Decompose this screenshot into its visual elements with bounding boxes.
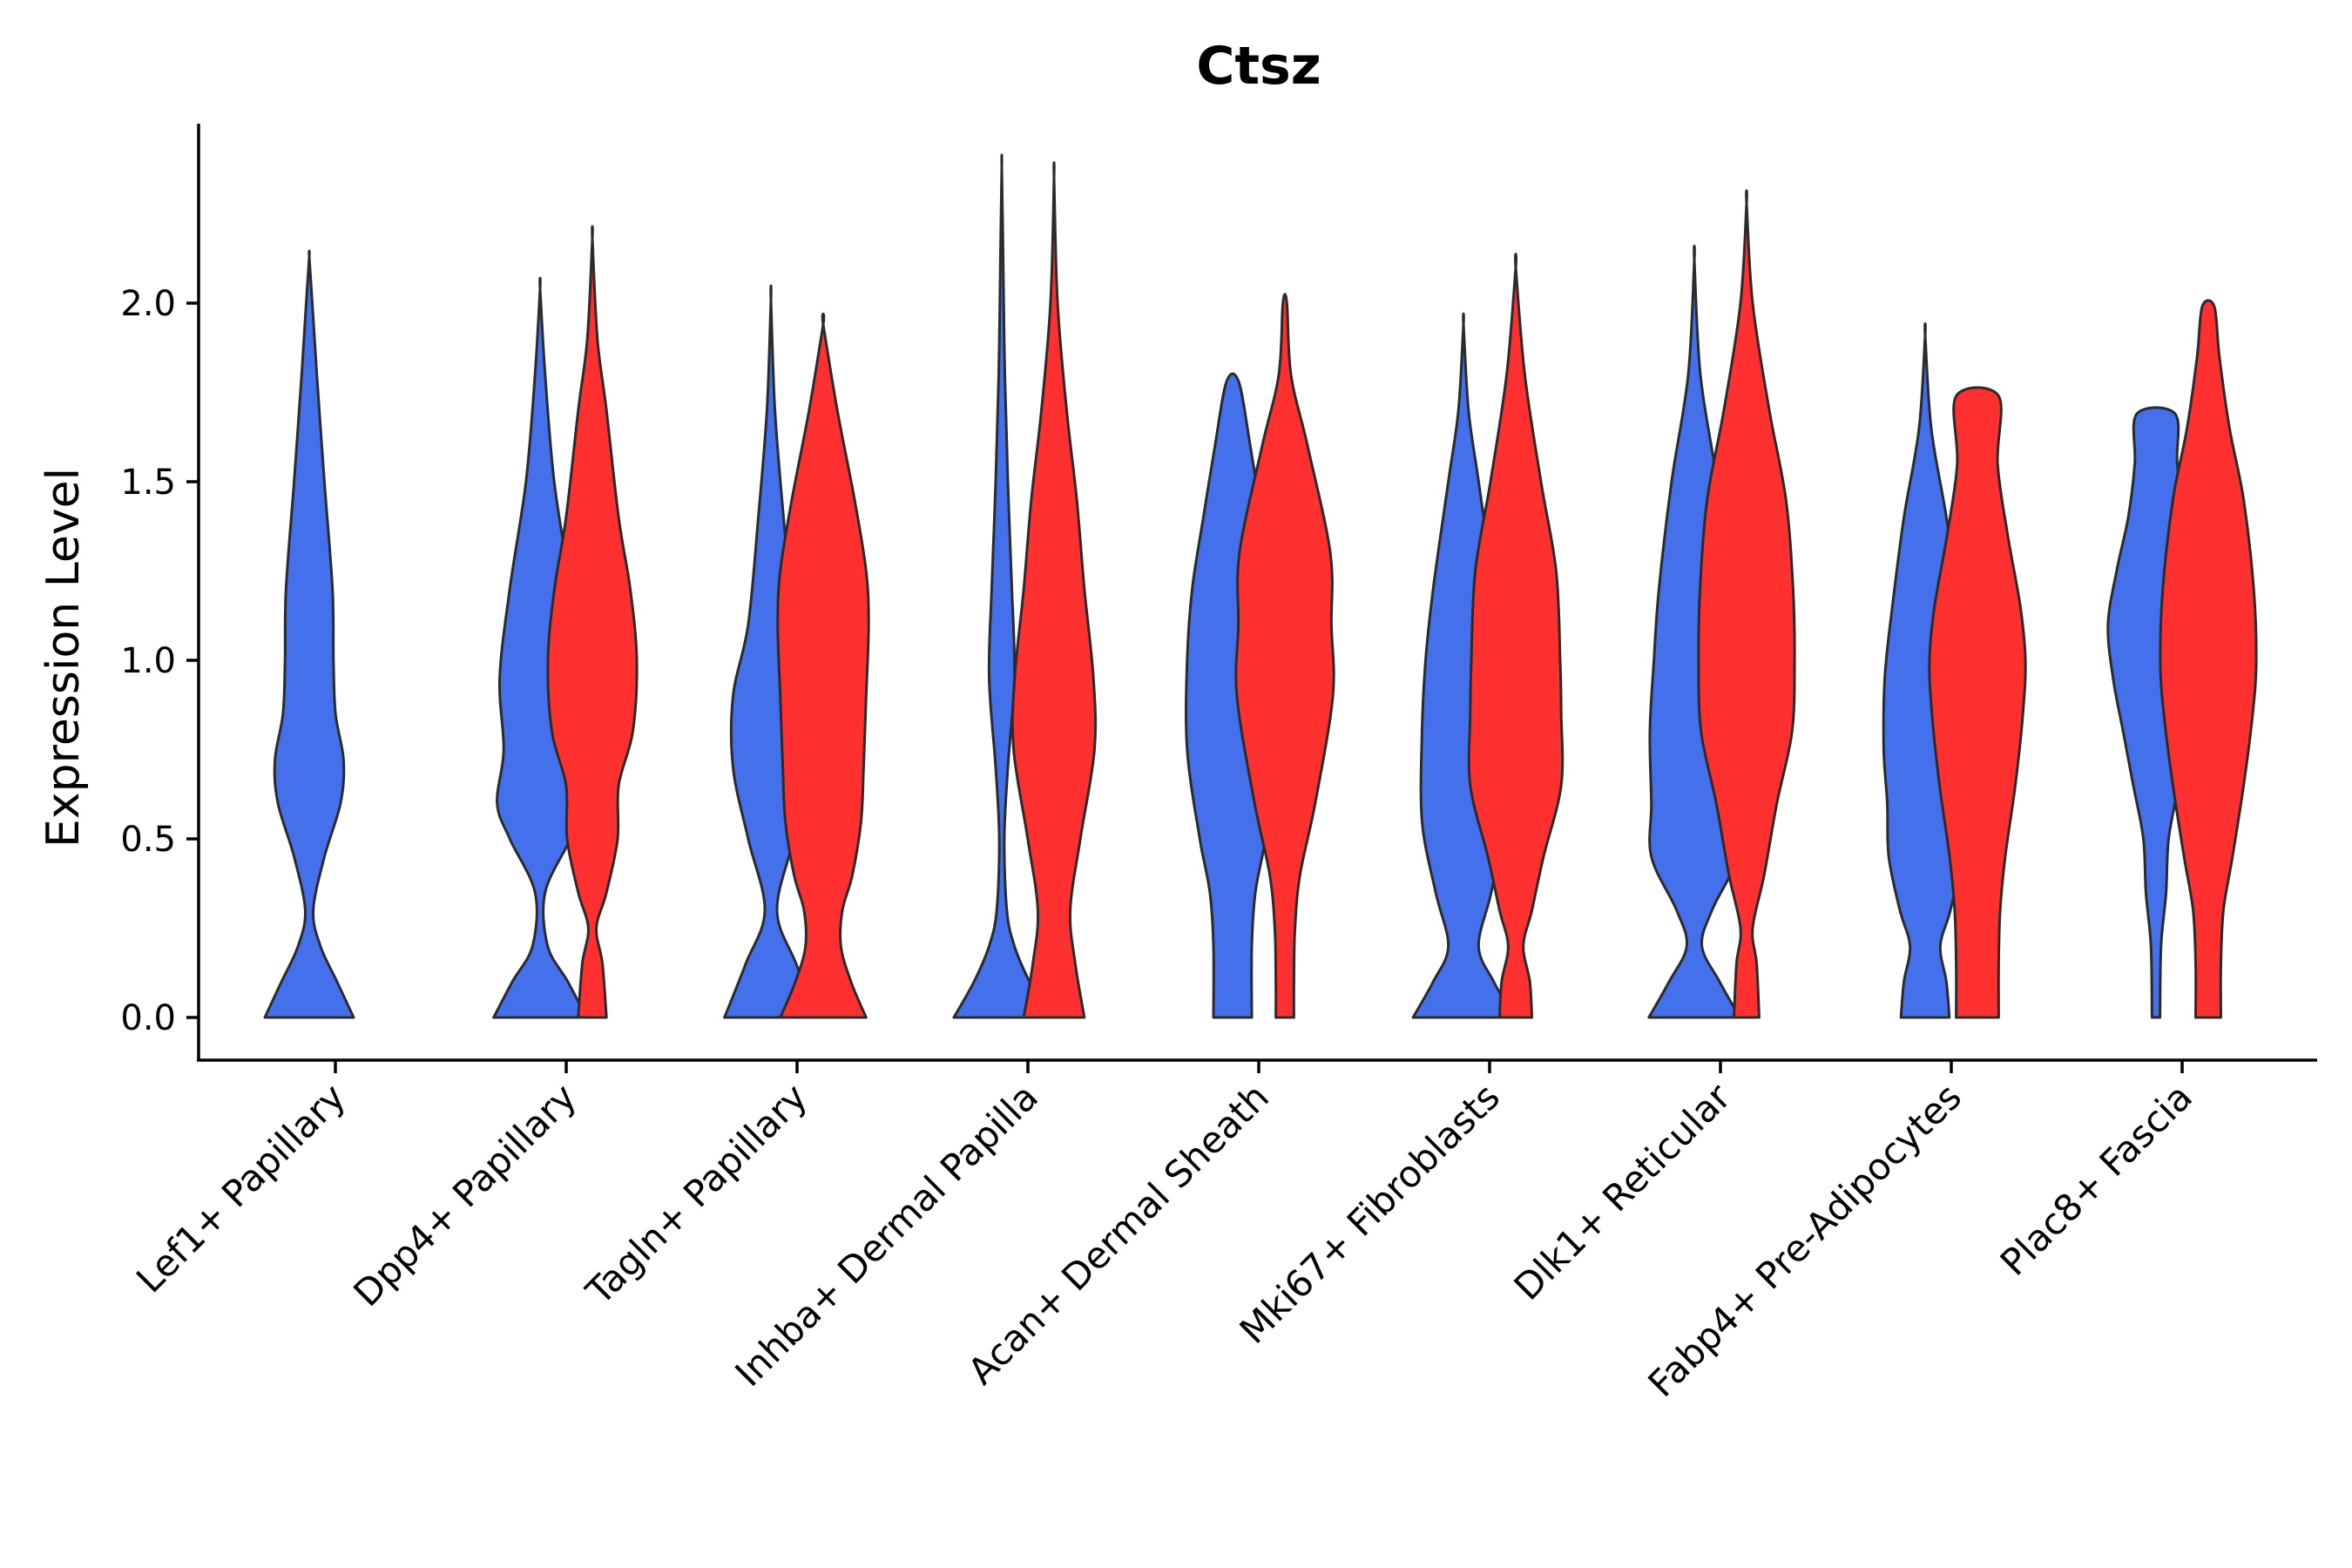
x-tick-label: Mki67+ Fibroblasts: [1232, 1075, 1508, 1351]
violin-mki67-fibroblasts-group-b: [1467, 253, 1565, 1019]
x-tick-label: Plac8+ Fascia: [1992, 1075, 2200, 1283]
violin-plac8-fascia-group-b: [2159, 299, 2258, 1019]
x-tick-label: Dlk1+ Reticular: [1506, 1075, 1740, 1308]
violin-acan-dermal-sheath-group-b: [1234, 293, 1335, 1019]
x-tick-label: Tagln+ Papillary: [578, 1075, 815, 1313]
violin-tagln-papillary-group-b: [776, 312, 870, 1019]
y-tick-label: 1.5: [120, 463, 176, 503]
y-axis-ticks: 0.0 0.5 1.0 1.5 2.0: [120, 284, 199, 1038]
violin-fabp4-pre-adipocytes-group-b: [1928, 386, 2027, 1019]
y-tick-label: 2.0: [120, 284, 176, 324]
violin-lef1-papillary-group-a: [263, 249, 355, 1019]
y-tick-label: 0.0: [120, 998, 176, 1038]
chart-title: Ctsz: [1196, 36, 1321, 97]
x-tick-label: Lef1+ Papillary: [128, 1075, 354, 1301]
violin-inhba-dermal-papilla-group-b: [1010, 161, 1098, 1019]
violin-dlk1-reticular-group-b: [1697, 189, 1796, 1019]
violin-inhba-dermal-papilla-group-a: [952, 153, 1051, 1019]
x-tick-label: Dpp4+ Papillary: [345, 1075, 585, 1315]
violin-layer: [263, 153, 2258, 1019]
y-tick-label: 1.0: [120, 641, 176, 681]
y-tick-label: 0.5: [120, 820, 176, 860]
violin-dpp4-papillary-group-b: [546, 225, 639, 1019]
y-axis-label: Expression Level: [37, 468, 90, 848]
